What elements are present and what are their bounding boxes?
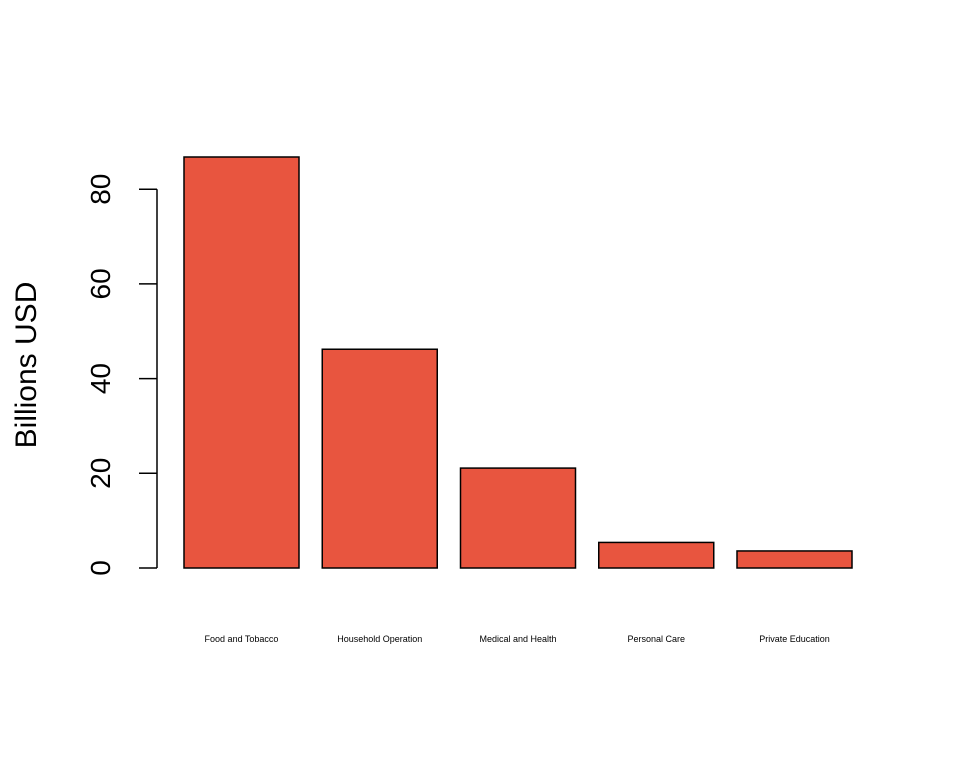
- bar-household-operation: [321, 348, 438, 569]
- category-label: Food and Tobacco: [205, 634, 279, 644]
- bars-group: [183, 156, 853, 569]
- bar-personal-care: [598, 541, 715, 569]
- bar-medical-and-health: [459, 467, 577, 569]
- y-tick-label: 20: [85, 458, 116, 489]
- category-label: Private Education: [759, 634, 830, 644]
- bar-food-and-tobacco: [183, 156, 300, 569]
- category-label: Household Operation: [337, 634, 422, 644]
- y-tick-label: 40: [85, 363, 116, 394]
- category-label: Personal Care: [627, 634, 685, 644]
- category-label: Medical and Health: [479, 634, 556, 644]
- y-tick-label: 60: [85, 268, 116, 299]
- bar-private-education: [736, 550, 853, 569]
- x-axis-labels: Food and Tobacco Household Operation Medic…: [205, 634, 830, 644]
- y-tick-label: 80: [85, 174, 116, 205]
- y-axis-title: Billions USD: [10, 282, 43, 449]
- y-tick-label: 0: [85, 560, 116, 576]
- y-axis: 0 20 40 60 80: [85, 174, 158, 576]
